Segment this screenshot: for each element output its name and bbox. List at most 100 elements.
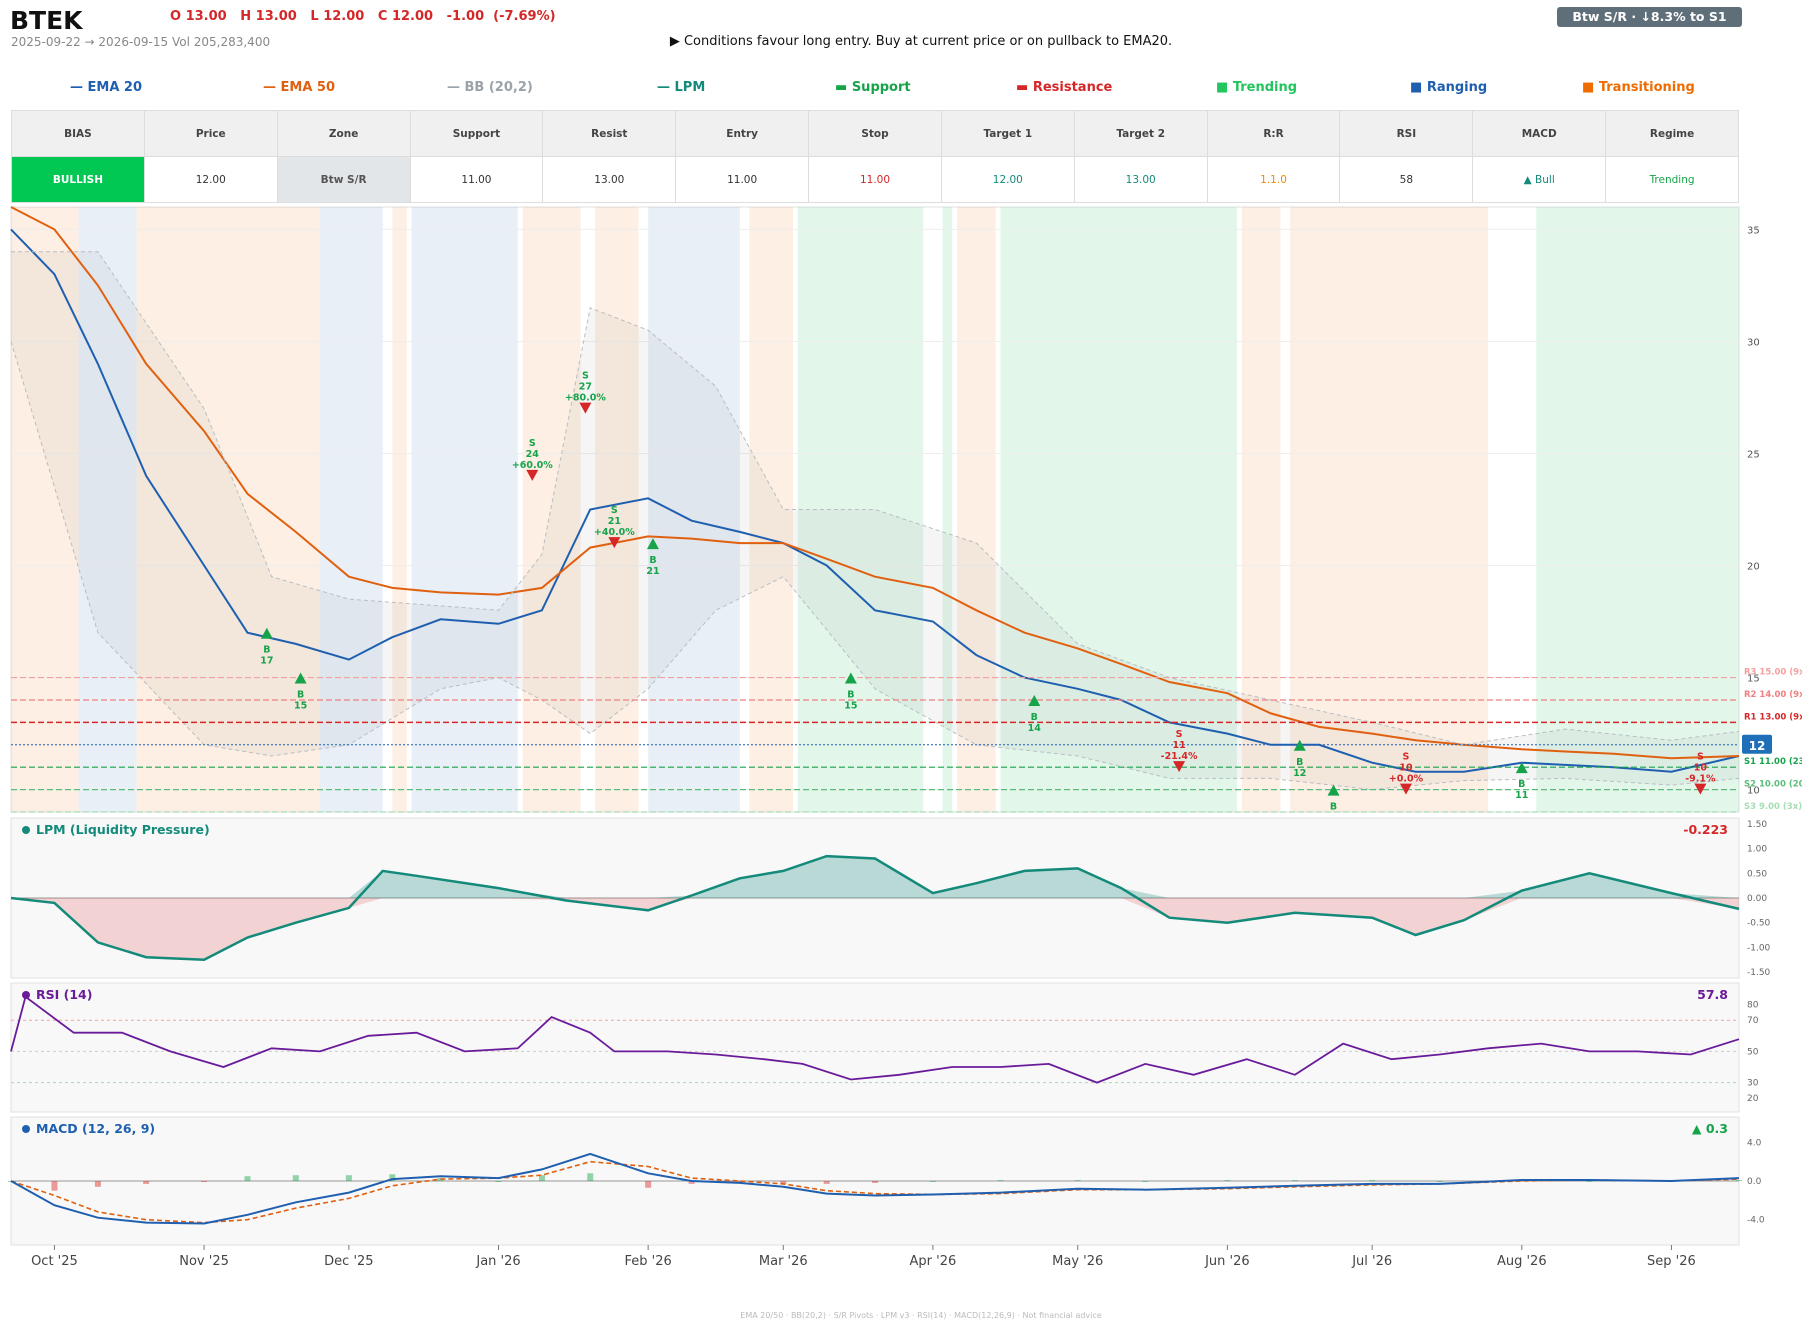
- table-header-cell: Support: [409, 110, 544, 157]
- regime-band: [1290, 207, 1489, 812]
- x-tick-label: Jul '26: [1351, 1254, 1392, 1269]
- signal-label: B 21: [646, 555, 659, 577]
- rsi-title: RSI (14): [36, 987, 92, 1002]
- table-value-cell: 11.00: [808, 156, 942, 203]
- legend-label: LPM: [670, 80, 706, 95]
- buy-signal-marker: [844, 672, 857, 684]
- sr-level-label: S1 11.00 (23x): [1744, 757, 1802, 767]
- macd-histogram-bar: [292, 1175, 299, 1181]
- macd-histogram-bar: [495, 1181, 502, 1182]
- table-header-cell: Zone: [276, 110, 411, 157]
- ticker-symbol: BTEK: [10, 6, 83, 35]
- x-tick-label: Sep '26: [1647, 1254, 1696, 1269]
- table-value-cell: Trending: [1605, 156, 1739, 203]
- ema20-line: [10, 228, 1740, 773]
- macd-histogram-bar: [1369, 1180, 1376, 1182]
- signal-label: S 21 +40.0%: [594, 505, 635, 538]
- signal-label: B: [1330, 802, 1337, 813]
- legend-item-lpm: — LPM: [657, 80, 705, 95]
- price-y-tick: 30: [1747, 337, 1760, 348]
- table-value-cell: 11.00: [409, 156, 544, 203]
- macd-y-tick: 4.0: [1747, 1138, 1762, 1148]
- macd-title: MACD (12, 26, 9): [36, 1121, 155, 1136]
- rsi-y-tick: 30: [1747, 1079, 1759, 1089]
- legend-marker: —: [70, 80, 83, 95]
- rsi-panel-bg: [10, 982, 1740, 1113]
- lpm-y-tick: -1.00: [1747, 943, 1771, 953]
- rsi-line: [10, 995, 1740, 1084]
- regime-band: [942, 207, 953, 812]
- macd-histogram-bar: [872, 1181, 878, 1183]
- legend-marker: ■: [1582, 80, 1595, 95]
- rsi-y-tick: 80: [1747, 1001, 1759, 1011]
- signal-label: B 12: [1293, 757, 1306, 779]
- macd-histogram-bar: [1736, 1180, 1742, 1182]
- rsi-y-tick: 70: [1747, 1016, 1759, 1026]
- x-tick-label: Aug '26: [1497, 1254, 1547, 1269]
- macd-histogram-bar: [345, 1175, 352, 1181]
- macd-histogram-bar: [244, 1176, 251, 1181]
- price-y-tick: 25: [1747, 449, 1760, 460]
- price-y-tick: 10: [1747, 786, 1760, 797]
- ohlc-readout: O 13.00 H 13.00 L 12.00 C 12.00 -1.00 (-…: [170, 9, 556, 24]
- signal-message: ▶ Conditions favour long entry. Buy at c…: [669, 34, 1173, 49]
- table-header-cell: Stop: [808, 110, 942, 157]
- macd-histogram-bar: [688, 1181, 695, 1184]
- macd-histogram-bar: [201, 1181, 208, 1182]
- lpm-y-tick: 0.00: [1747, 894, 1767, 904]
- macd-histogram-bar: [929, 1181, 936, 1182]
- signal-label: S 27 +80.0%: [565, 371, 606, 404]
- table-header-cell: Regime: [1605, 110, 1739, 157]
- macd-histogram-bar: [94, 1181, 101, 1187]
- legend-marker: —: [657, 80, 670, 95]
- date-range-volume: 2025-09-22 → 2026-09-15 Vol 205,283,400: [11, 35, 271, 49]
- macd-histogram-bar: [1074, 1180, 1081, 1182]
- table-value-cell: BULLISH: [11, 156, 145, 203]
- table-value-cell: ▲ Bull: [1472, 156, 1607, 203]
- macd-title-dot: [22, 1125, 30, 1133]
- legend-item-transitioning: ■ Transitioning: [1582, 80, 1695, 95]
- buy-signal-marker: [1028, 694, 1041, 706]
- buy-signal-marker: [294, 672, 307, 684]
- bollinger-band-fill: [11, 251, 1739, 790]
- x-tick-label: Mar '26: [759, 1254, 808, 1269]
- signal-label: B 15: [844, 690, 857, 712]
- signal-label: B 14: [1028, 712, 1042, 734]
- macd-histogram-bar: [389, 1174, 396, 1181]
- regime-band: [648, 207, 740, 812]
- x-tick-label: Feb '26: [625, 1254, 672, 1269]
- legend-marker: ▬: [1016, 80, 1029, 95]
- sell-signal-marker: [579, 402, 592, 414]
- lpm-y-tick: 0.50: [1747, 869, 1767, 879]
- legend-marker: —: [447, 80, 460, 95]
- regime-band: [595, 207, 639, 812]
- last-price-label: 12: [1749, 739, 1766, 753]
- legend-marker: ■: [1410, 80, 1423, 95]
- macd-histogram-bar: [645, 1181, 652, 1188]
- table-value-cell: 11.00: [675, 156, 810, 203]
- table-value-cell: 13.00: [1073, 156, 1208, 203]
- signal-label: S 10 -9.1%: [1685, 752, 1716, 785]
- sell-signal-marker: [1399, 783, 1412, 795]
- lpm-y-tick: -1.50: [1747, 968, 1771, 978]
- table-header-cell: Price: [143, 110, 278, 157]
- table-value-cell: 12.00: [143, 156, 278, 203]
- signal-label: B 11: [1515, 779, 1528, 801]
- macd-histogram-bar: [1224, 1180, 1231, 1182]
- legend-marker: —: [263, 80, 276, 95]
- rsi-last-value: 57.8: [1697, 987, 1728, 1002]
- legend-label: EMA 50: [276, 80, 336, 95]
- legend-label: EMA 20: [83, 80, 143, 95]
- macd-y-tick: 0.0: [1747, 1177, 1762, 1187]
- legend-item-bb-20-2: — BB (20,2): [447, 80, 533, 95]
- macd-histogram-bar: [1291, 1180, 1298, 1182]
- lpm-title-dot: [22, 826, 30, 834]
- lpm-last-value: -0.223: [1683, 822, 1728, 837]
- macd-histogram-bar: [1586, 1181, 1593, 1182]
- signal-label: B 15: [294, 690, 307, 712]
- price-y-tick: 15: [1747, 674, 1760, 685]
- legend-item-ema-20: — EMA 20: [70, 80, 142, 95]
- macd-histogram-bar: [997, 1180, 1004, 1182]
- buy-signal-marker: [1327, 784, 1340, 796]
- signal-label: B 17: [260, 645, 273, 667]
